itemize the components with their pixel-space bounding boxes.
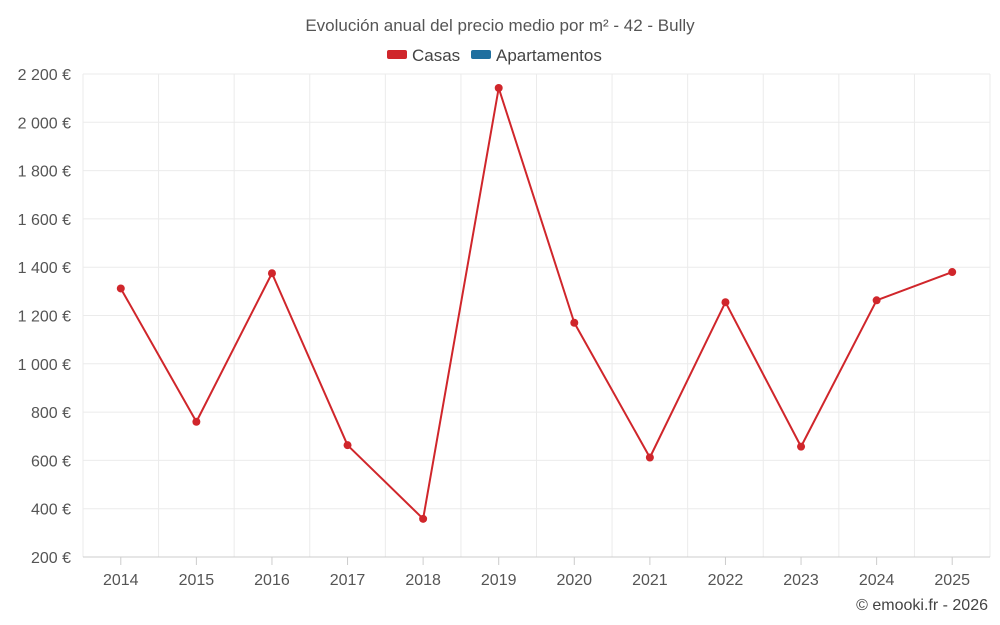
credit-text: © emooki.fr - 2026 (856, 597, 988, 614)
data-point[interactable] (267, 269, 276, 278)
legend-item-apartamentos[interactable]: Apartamentos (471, 46, 602, 65)
x-tick-label: 2021 (632, 572, 668, 589)
legend-swatch-apartamentos (471, 50, 491, 59)
y-tick-label: 2 000 € (18, 115, 71, 132)
y-axis: 2 200 € 2 000 € 1 800 € 1 600 € 1 400 € 1 200… (18, 67, 71, 567)
x-tick-label: 2016 (254, 572, 290, 589)
series-line-casas (119, 87, 953, 520)
x-tick-label: 2023 (783, 572, 819, 589)
y-tick-label: 800 € (31, 405, 71, 422)
data-point[interactable] (872, 296, 881, 305)
legend-swatch-casas (387, 50, 407, 59)
legend: Casas Apartamentos (387, 46, 602, 65)
data-point[interactable] (721, 298, 730, 307)
y-tick-label: 2 200 € (18, 67, 71, 84)
grid (82, 73, 991, 558)
legend-item-casas[interactable]: Casas (387, 46, 460, 65)
data-point[interactable] (192, 417, 201, 426)
x-tick-label: 2020 (556, 572, 592, 589)
x-axis: 2014 2015 2016 2017 2018 2019 2020 2021 2022 2023… (83, 556, 990, 589)
legend-label-casas: Casas (412, 46, 460, 65)
y-tick-label: 1 600 € (18, 212, 71, 229)
y-tick-label: 400 € (31, 502, 71, 519)
x-tick-label: 2019 (481, 572, 517, 589)
y-tick-label: 1 400 € (18, 260, 71, 277)
y-tick-label: 200 € (31, 550, 71, 567)
data-point[interactable] (116, 284, 125, 293)
chart-title: Evolución anual del precio medio por m² … (305, 16, 695, 35)
x-tick-label: 2017 (330, 572, 366, 589)
y-tick-label: 1 000 € (18, 357, 71, 374)
plot-area (116, 84, 957, 523)
x-tick-label: 2015 (179, 572, 215, 589)
data-point[interactable] (494, 84, 503, 93)
x-tick-label: 2024 (859, 572, 895, 589)
data-point[interactable] (797, 442, 806, 451)
legend-label-apartamentos: Apartamentos (496, 46, 602, 65)
x-tick-label: 2014 (103, 572, 139, 589)
data-point[interactable] (343, 441, 352, 450)
y-tick-label: 600 € (31, 453, 71, 470)
data-point[interactable] (419, 514, 428, 523)
data-point[interactable] (570, 318, 579, 327)
y-tick-label: 1 200 € (18, 309, 71, 326)
y-tick-label: 1 800 € (18, 164, 71, 181)
x-tick-label: 2025 (934, 572, 970, 589)
data-point[interactable] (645, 453, 654, 462)
x-tick-label: 2018 (405, 572, 441, 589)
x-tick-label: 2022 (708, 572, 744, 589)
data-point[interactable] (948, 268, 957, 277)
